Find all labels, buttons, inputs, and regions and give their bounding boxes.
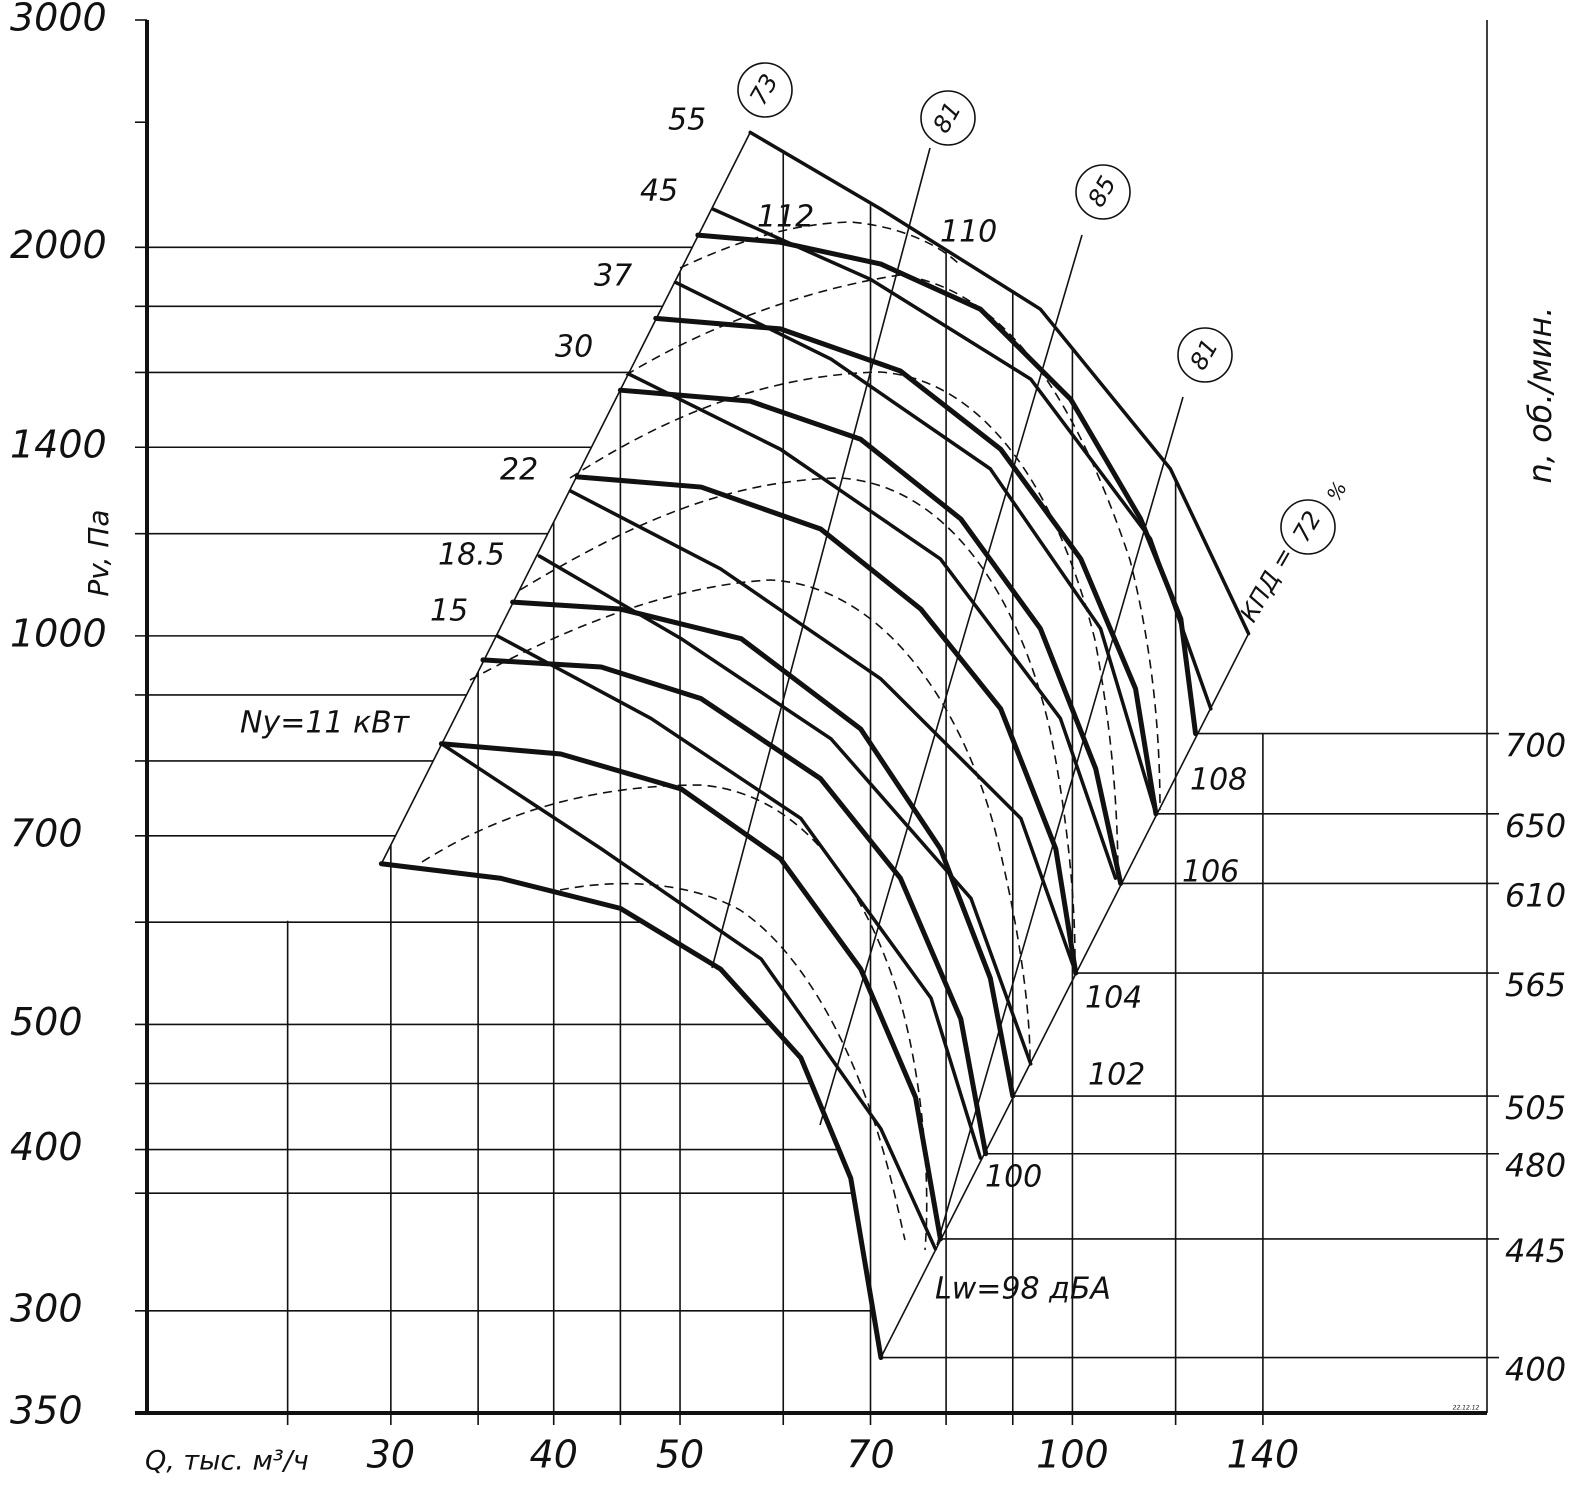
- efficiency-circle: [1075, 164, 1131, 220]
- efficiency-circle: [1177, 327, 1233, 383]
- x-tick-label: 140: [1227, 1433, 1300, 1477]
- y-axis-title: Pv, Па: [82, 509, 115, 596]
- y2-axis-title: n, об./мин.: [1521, 307, 1559, 484]
- y2-tick-label: 480: [1505, 1147, 1566, 1185]
- curves: [378, 130, 1251, 1361]
- noise-label: 102: [1088, 1058, 1145, 1093]
- efficiency-unit: %: [1322, 477, 1352, 505]
- rpm-curve: [510, 599, 1016, 1099]
- grid: [135, 19, 1499, 1425]
- efficiency-contour: [421, 784, 928, 1251]
- rpm-curve: [695, 232, 1199, 737]
- power-curve: [711, 207, 1213, 711]
- y2-tick-label: 700: [1505, 727, 1566, 765]
- x-axis-title: Q, тыс. м³/ч: [145, 1446, 309, 1477]
- power-curve: [495, 634, 983, 1160]
- power-label: 18.5: [438, 538, 505, 573]
- power-label: Ny=11 кВт: [240, 706, 411, 741]
- power-label: 30: [555, 330, 593, 365]
- y2-tick-label: 445: [1505, 1232, 1566, 1270]
- x-tick-label: 30: [367, 1433, 415, 1477]
- power-label: 15: [430, 594, 468, 629]
- noise-label: 112: [757, 200, 814, 235]
- power-label: 37: [594, 259, 632, 294]
- efficiency-circle: [737, 62, 793, 118]
- y2-tick-label: 565: [1505, 966, 1566, 1004]
- efficiency-line: [936, 396, 1184, 1246]
- y-tick-label: 1400: [10, 423, 107, 467]
- y-tick-label: 400: [10, 1125, 83, 1169]
- y-tick-label: 3000: [10, 0, 107, 40]
- rpm-curve: [617, 387, 1124, 886]
- efficiency-prefix: КПД =: [1235, 542, 1300, 627]
- y2-tick-label: 610: [1505, 876, 1566, 914]
- y-tick-label: 300: [10, 1286, 83, 1330]
- y-tick-label: 1000: [10, 611, 107, 655]
- power-curve: [748, 130, 1251, 636]
- power-curve: [673, 280, 1158, 816]
- efficiency-circle: [1280, 499, 1336, 555]
- x-tick-label: 40: [530, 1433, 578, 1477]
- efficiency-circle: [920, 90, 976, 146]
- rpm-curve: [574, 474, 1079, 976]
- y2-tick-label: 650: [1505, 807, 1566, 845]
- noise-label: 100: [985, 1160, 1042, 1195]
- rpm-curve: [438, 741, 943, 1242]
- efficiency-contour: [569, 371, 1119, 881]
- power-curve: [568, 489, 1078, 975]
- efficiency-contour: [679, 221, 961, 269]
- rpm-curve: [378, 861, 884, 1361]
- y-tick-label: 350: [10, 1389, 83, 1433]
- noise-label: 106: [1182, 855, 1239, 890]
- rpm-curve: [653, 315, 1159, 817]
- efficiency-contour: [519, 477, 1076, 961]
- noise-label: Lw=98 дБА: [935, 1272, 1111, 1307]
- x-tick-label: 70: [846, 1433, 894, 1477]
- efficiency-contour: [625, 274, 1161, 811]
- labels: Q, тыс. м³/ч Pv, Па n, об./мин. 22.12.12…: [10, 0, 1566, 1477]
- power-label: 45: [640, 174, 678, 209]
- efficiency-line: [711, 147, 931, 969]
- y-tick-label: 2000: [10, 223, 107, 267]
- x-tick-label: 50: [656, 1433, 704, 1477]
- power-label: 55: [668, 103, 706, 138]
- power-curve: [627, 372, 1118, 880]
- power-label: 22: [500, 453, 538, 488]
- y-tick-label: 500: [10, 1000, 83, 1044]
- date-stamp: 22.12.12: [1453, 1405, 1480, 1412]
- x-tick-label: 100: [1036, 1433, 1109, 1477]
- noise-label: 104: [1085, 981, 1142, 1016]
- y-tick-label: 700: [10, 811, 83, 855]
- rpm-curve: [480, 657, 989, 1157]
- y2-tick-label: 505: [1505, 1089, 1566, 1127]
- power-curve: [439, 741, 938, 1251]
- y2-tick-label: 400: [1505, 1351, 1566, 1389]
- noise-label: 110: [940, 215, 997, 250]
- noise-label: 108: [1190, 763, 1247, 798]
